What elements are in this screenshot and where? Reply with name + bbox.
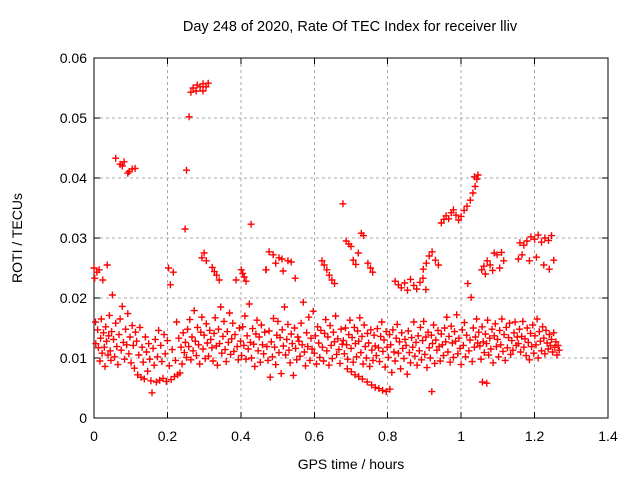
y-tick-label: 0.04 (60, 170, 87, 186)
grid-lines (94, 58, 608, 418)
y-tick-label: 0.06 (60, 50, 87, 66)
x-tick-label: 0.6 (305, 428, 325, 444)
x-tick-label: 1.2 (525, 428, 545, 444)
x-tick-label: 0.4 (231, 428, 251, 444)
x-tick-label: 0.2 (158, 428, 178, 444)
roti-scatter-series (90, 79, 563, 397)
y-axis-label: ROTI / TECUs (9, 193, 25, 283)
y-tick-label: 0.03 (60, 230, 87, 246)
y-tick-label: 0 (79, 410, 87, 426)
y-tick-label: 0.02 (60, 290, 87, 306)
tick-labels: 0 0.2 0.4 0.6 0.8 1 1.2 1.4 0 0.01 0.02 0.03 0.04 0.0… (60, 50, 618, 444)
grid-line-path (94, 58, 608, 418)
plot-border (93, 57, 609, 419)
scatter-points (90, 79, 563, 397)
y-tick-label: 0.05 (60, 110, 87, 126)
x-axis-label: GPS time / hours (298, 456, 405, 472)
y-tick-label: 0.01 (60, 350, 87, 366)
chart-title: Day 248 of 2020, Rate Of TEC Index for r… (183, 19, 518, 35)
x-tick-label: 0 (90, 428, 98, 444)
x-tick-label: 1 (457, 428, 465, 444)
x-tick-label: 1.4 (598, 428, 618, 444)
x-tick-label: 0.8 (378, 428, 398, 444)
